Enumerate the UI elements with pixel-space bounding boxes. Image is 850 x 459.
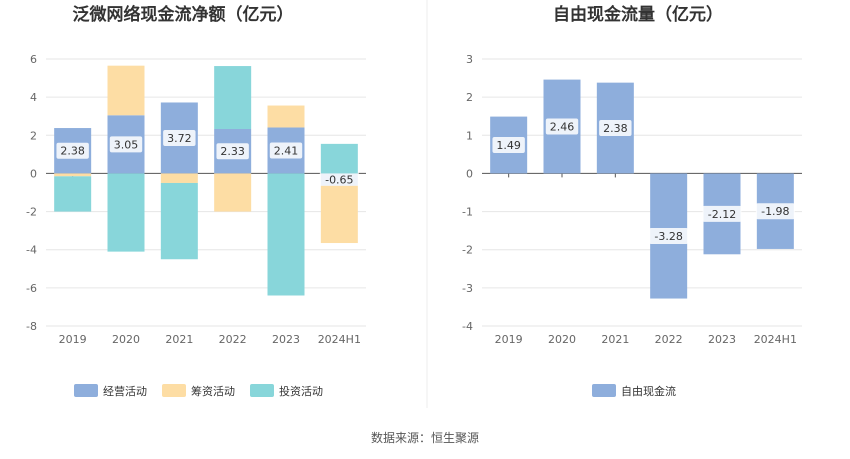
y-tick-label: 3 xyxy=(466,53,473,66)
data-label: 2.33 xyxy=(220,145,245,158)
x-tick-label: 2023 xyxy=(272,333,300,346)
chart-title: 泛微网络现金流净额（亿元） xyxy=(73,4,294,25)
x-tick-label: 2019 xyxy=(495,333,523,346)
data-label: 2.38 xyxy=(603,122,628,135)
y-tick-label: -2 xyxy=(26,206,37,219)
bar-筹资活动 xyxy=(320,185,358,244)
data-label: 3.05 xyxy=(114,138,139,151)
data-label: 2.38 xyxy=(60,145,85,158)
data-label-bg xyxy=(109,136,143,153)
data-label: 2.41 xyxy=(274,144,299,157)
y-tick-label: 2 xyxy=(466,91,473,104)
data-source: 数据来源：恒生聚源 xyxy=(371,430,479,445)
y-tick-label: -3 xyxy=(462,282,473,295)
x-tick-label: 2023 xyxy=(708,333,736,346)
data-label-bg xyxy=(56,142,89,159)
data-label-bg xyxy=(319,171,359,188)
bar-投资活动 xyxy=(320,143,358,174)
data-label: -2.12 xyxy=(708,208,736,221)
bar-投资活动 xyxy=(107,173,145,252)
y-tick-label: -1 xyxy=(462,206,473,219)
y-tick-label: -2 xyxy=(462,244,473,257)
legend-swatch xyxy=(162,384,186,397)
legend-label: 投资活动 xyxy=(279,384,323,398)
data-label: -3.28 xyxy=(654,230,682,243)
y-tick-label: -4 xyxy=(462,320,473,333)
data-label-bg xyxy=(163,129,196,146)
bar-筹资活动 xyxy=(54,173,92,177)
bar-筹资活动 xyxy=(214,173,252,212)
y-tick-label: 2 xyxy=(30,129,37,142)
bar-筹资活动 xyxy=(160,173,198,183)
data-label-bg xyxy=(702,205,742,222)
bar-筹资活动 xyxy=(267,105,305,128)
y-tick-label: 0 xyxy=(30,167,37,180)
x-tick-label: 2021 xyxy=(165,333,193,346)
x-tick-label: 2024H1 xyxy=(754,333,797,346)
data-label-bg xyxy=(649,227,689,244)
data-label: 2.46 xyxy=(550,121,575,134)
x-tick-label: 2020 xyxy=(112,333,140,346)
data-label: 1.49 xyxy=(496,139,521,152)
x-tick-label: 2022 xyxy=(655,333,683,346)
bar-投资活动 xyxy=(160,182,198,260)
legend-label: 经营活动 xyxy=(103,384,147,398)
data-label-bg xyxy=(269,142,303,159)
y-tick-label: 4 xyxy=(30,91,37,104)
data-label: -0.65 xyxy=(325,174,353,187)
bar-筹资活动 xyxy=(107,65,145,116)
x-tick-label: 2024H1 xyxy=(318,333,361,346)
data-label-bg xyxy=(755,203,795,220)
legend-swatch xyxy=(74,384,98,397)
data-label-bg xyxy=(216,143,249,160)
x-tick-label: 2019 xyxy=(59,333,87,346)
x-tick-label: 2020 xyxy=(548,333,576,346)
data-label-bg xyxy=(599,120,632,137)
data-label-bg xyxy=(492,137,525,154)
legend-swatch xyxy=(250,384,274,397)
data-label: 3.72 xyxy=(167,132,192,145)
y-tick-label: 6 xyxy=(30,53,37,66)
y-tick-label: -6 xyxy=(26,282,37,295)
legend-label: 自由现金流 xyxy=(621,384,676,398)
y-tick-label: 1 xyxy=(466,129,473,142)
x-tick-label: 2022 xyxy=(219,333,247,346)
bar-投资活动 xyxy=(267,173,305,296)
y-tick-label: 0 xyxy=(466,167,473,180)
chart-title: 自由现金流量（亿元） xyxy=(553,4,723,25)
legend-label: 筹资活动 xyxy=(191,384,235,398)
data-label: -1.98 xyxy=(761,205,789,218)
y-tick-label: -4 xyxy=(26,244,37,257)
bar-投资活动 xyxy=(214,66,252,129)
data-label-bg xyxy=(545,118,579,135)
x-tick-label: 2021 xyxy=(601,333,629,346)
y-tick-label: -8 xyxy=(26,320,37,333)
legend-swatch xyxy=(592,384,616,397)
bar-投资活动 xyxy=(54,176,92,212)
